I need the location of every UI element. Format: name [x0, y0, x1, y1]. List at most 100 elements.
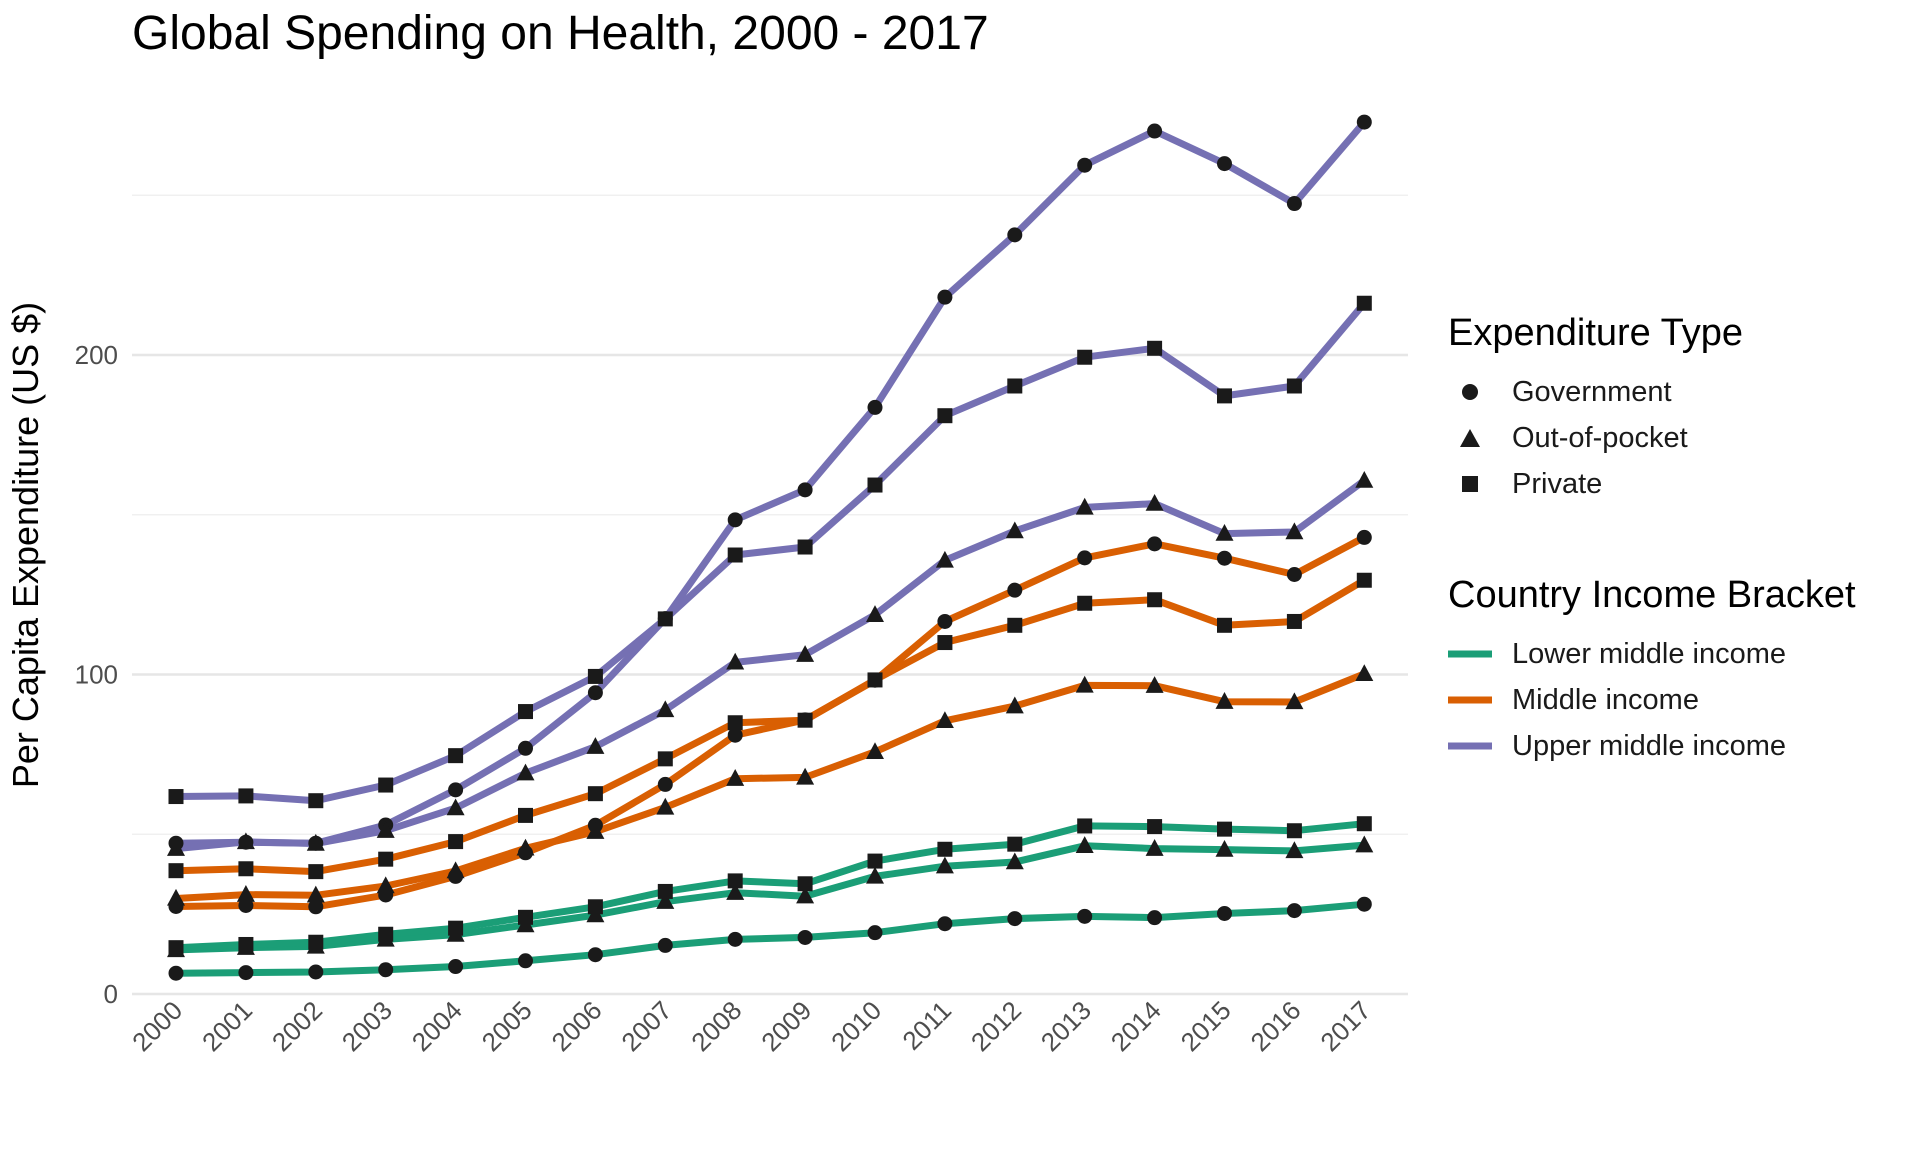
point-marker — [937, 841, 953, 857]
legend-item-private: Private — [1448, 461, 1743, 507]
point-marker — [727, 715, 743, 731]
point-marker — [656, 892, 675, 909]
point-marker — [1356, 896, 1372, 912]
point-marker — [1147, 910, 1163, 926]
grid-lines — [132, 194, 1408, 996]
legend-income-bracket: Country Income Bracket Lower middle inco… — [1448, 574, 1856, 769]
point-marker — [518, 740, 533, 756]
x-tick-label: 2015 — [1175, 995, 1237, 1057]
point-marker — [516, 838, 535, 856]
x-tick-label: 2008 — [685, 995, 747, 1057]
point-marker — [727, 727, 743, 743]
point-marker — [1286, 613, 1302, 629]
point-marker — [1215, 524, 1234, 541]
point-marker — [167, 888, 185, 906]
point-marker — [587, 899, 603, 915]
y-tick-label: 200 — [75, 340, 118, 370]
point-marker — [448, 782, 464, 798]
point-marker — [1356, 816, 1372, 832]
series-layer — [175, 119, 1367, 977]
point-marker — [1356, 572, 1372, 588]
point-marker — [586, 737, 605, 754]
x-tick-label: 2012 — [965, 995, 1027, 1057]
point-marker — [867, 672, 883, 688]
point-marker — [727, 931, 743, 947]
point-marker — [1007, 911, 1023, 927]
triangle-icon — [1448, 415, 1492, 461]
point-marker — [937, 408, 953, 424]
x-tick-label: 2010 — [825, 995, 887, 1057]
point-marker — [656, 797, 675, 815]
point-marker — [448, 748, 464, 764]
point-marker — [587, 947, 603, 963]
point-marker — [376, 821, 395, 838]
point-marker — [1075, 836, 1094, 853]
point-marker — [586, 822, 605, 839]
line-swatch-icon — [1448, 723, 1492, 769]
point-marker — [1356, 295, 1372, 311]
point-marker — [937, 916, 953, 932]
point-marker — [168, 863, 184, 879]
point-marker — [657, 937, 673, 953]
legend-expenditure-type: Expenditure Type Government Out-of-pocke… — [1448, 312, 1743, 507]
legend-item-middle-income: Middle income — [1448, 677, 1856, 723]
point-marker — [1356, 529, 1372, 545]
point-marker — [726, 883, 745, 900]
line-swatch-icon — [1448, 631, 1492, 677]
point-marker — [587, 685, 603, 701]
point-marker — [378, 851, 394, 867]
x-tick-label: 2004 — [406, 995, 468, 1057]
point-marker — [1007, 617, 1023, 633]
x-tick-label: 2014 — [1105, 995, 1167, 1057]
point-marker — [1005, 521, 1024, 539]
point-marker — [238, 788, 254, 804]
x-tick-label: 2007 — [615, 995, 677, 1057]
legend-title-income-bracket: Country Income Bracket — [1448, 574, 1856, 616]
point-marker — [1007, 378, 1023, 394]
point-marker — [376, 876, 395, 894]
point-marker — [1355, 470, 1374, 488]
point-marker — [1355, 835, 1374, 853]
point-marker — [238, 965, 254, 981]
point-marker — [797, 876, 813, 892]
legend-label: Government — [1512, 375, 1672, 408]
series-line-middle-income-out-of-pocket — [175, 670, 1366, 902]
point-marker — [657, 883, 673, 899]
chart-title: Global Spending on Health, 2000 - 2017 — [132, 7, 989, 60]
point-marker — [935, 550, 954, 568]
point-marker — [1286, 378, 1302, 394]
x-tick-label: 2000 — [126, 995, 188, 1057]
point-marker — [1285, 522, 1304, 540]
point-marker — [1077, 818, 1093, 834]
line-swatch-icon — [1448, 677, 1492, 723]
point-marker — [168, 789, 184, 805]
point-marker — [446, 798, 465, 816]
point-marker — [1005, 696, 1024, 714]
point-marker — [587, 668, 603, 684]
point-marker — [1286, 196, 1302, 212]
point-marker — [937, 613, 953, 629]
legend-item-lower-middle-income: Lower middle income — [1448, 631, 1856, 677]
y-axis-title: Per Capita Expenditure (US $) — [5, 302, 46, 788]
square-icon — [1448, 461, 1492, 507]
point-marker — [797, 712, 813, 728]
point-marker — [518, 909, 533, 925]
point-marker — [1007, 582, 1023, 598]
point-marker — [308, 964, 324, 980]
point-marker — [1145, 676, 1164, 693]
point-marker — [866, 605, 884, 622]
point-marker — [726, 769, 745, 786]
point-marker — [867, 853, 883, 869]
point-marker — [797, 929, 813, 945]
point-marker — [1077, 550, 1093, 566]
marker-layer — [167, 114, 1374, 981]
point-marker — [866, 742, 884, 760]
x-tick-label: 2005 — [476, 995, 538, 1057]
point-marker — [1077, 349, 1093, 365]
y-tick-label: 0 — [104, 979, 118, 1009]
legend-item-government: Government — [1448, 369, 1743, 415]
circle-icon — [1448, 369, 1492, 415]
point-marker — [1147, 123, 1163, 139]
point-marker — [1075, 675, 1094, 693]
